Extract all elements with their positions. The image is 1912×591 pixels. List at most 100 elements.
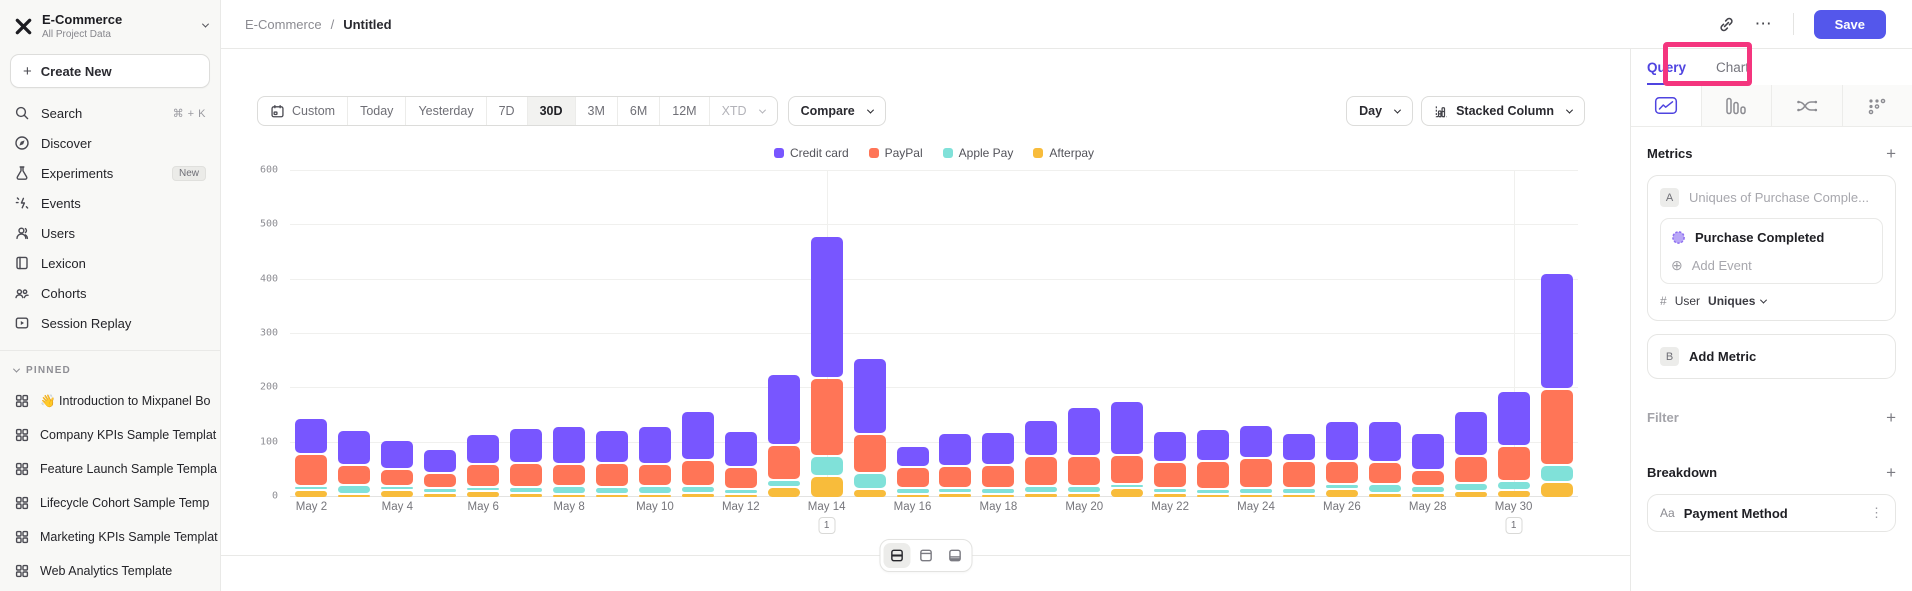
bar-segment-paypal[interactable]: [338, 466, 371, 484]
bar-may-22[interactable]: [1154, 432, 1187, 497]
tab-flows-icon[interactable]: [1771, 85, 1842, 126]
bar-segment-apple-pay[interactable]: [896, 489, 929, 493]
bar-segment-credit-card[interactable]: [1154, 432, 1187, 461]
bar-segment-afterpay[interactable]: [1540, 483, 1573, 497]
bar-segment-apple-pay[interactable]: [1154, 489, 1187, 492]
bar-segment-credit-card[interactable]: [553, 426, 586, 463]
bar-segment-credit-card[interactable]: [424, 449, 457, 472]
bar-segment-paypal[interactable]: [381, 470, 414, 485]
bar-segment-credit-card[interactable]: [1497, 392, 1530, 445]
bar-segment-apple-pay[interactable]: [1411, 487, 1444, 492]
bar-segment-afterpay[interactable]: [853, 490, 886, 497]
more-options-button[interactable]: ⋯: [1754, 14, 1773, 33]
legend-item[interactable]: Afterpay: [1033, 146, 1094, 160]
bar-segment-apple-pay[interactable]: [1540, 466, 1573, 482]
bar-segment-afterpay[interactable]: [1025, 493, 1058, 497]
bar-may-10[interactable]: [638, 426, 671, 497]
sidebar-item-search[interactable]: Search ⌘ + K: [0, 98, 220, 128]
bar-segment-paypal[interactable]: [1325, 462, 1358, 483]
create-new-button[interactable]: + Create New: [10, 54, 210, 88]
granularity-dropdown[interactable]: Day: [1346, 96, 1414, 126]
bar-segment-afterpay[interactable]: [1454, 491, 1487, 497]
sidebar-item-discover[interactable]: Discover: [0, 128, 220, 158]
bar-may-21[interactable]: [1111, 402, 1144, 497]
annotation-badge[interactable]: 1: [1505, 517, 1523, 534]
bar-segment-paypal[interactable]: [853, 434, 886, 473]
sidebar-item-events[interactable]: Events: [0, 188, 220, 218]
bar-may-13[interactable]: [767, 374, 800, 497]
bar-segment-afterpay[interactable]: [638, 494, 671, 497]
bar-segment-paypal[interactable]: [939, 467, 972, 488]
bar-segment-apple-pay[interactable]: [1454, 483, 1487, 490]
pinned-board-item[interactable]: Marketing KPIs Sample Templat: [0, 520, 220, 554]
bar-segment-paypal[interactable]: [810, 378, 843, 455]
annotation-badge[interactable]: 1: [818, 517, 836, 534]
bar-segment-apple-pay[interactable]: [1240, 489, 1272, 493]
bar-segment-apple-pay[interactable]: [295, 486, 328, 490]
bar-may-19[interactable]: [1025, 421, 1058, 497]
sidebar-item-users[interactable]: Users: [0, 218, 220, 248]
metric-name-placeholder[interactable]: Uniques of Purchase Comple...: [1689, 190, 1869, 205]
bar-may-20[interactable]: [1068, 408, 1101, 497]
bar-segment-paypal[interactable]: [467, 465, 500, 486]
date-range-custom[interactable]: Custom: [258, 97, 349, 125]
bar-segment-apple-pay[interactable]: [510, 488, 543, 492]
bar-segment-afterpay[interactable]: [896, 494, 929, 497]
aggregation-row[interactable]: # User Uniques: [1660, 294, 1883, 308]
bar-segment-credit-card[interactable]: [295, 419, 328, 454]
bar-segment-credit-card[interactable]: [596, 430, 628, 463]
bar-segment-paypal[interactable]: [1540, 390, 1573, 465]
bar-may-11[interactable]: [681, 412, 714, 497]
sidebar-item-cohorts[interactable]: Cohorts: [0, 278, 220, 308]
bar-segment-afterpay[interactable]: [1111, 489, 1144, 497]
bar-segment-apple-pay[interactable]: [1025, 487, 1058, 492]
bar-segment-paypal[interactable]: [1111, 456, 1144, 483]
bar-segment-paypal[interactable]: [767, 446, 800, 480]
bar-segment-apple-pay[interactable]: [638, 487, 671, 493]
bar-segment-apple-pay[interactable]: [1197, 490, 1230, 493]
bar-segment-apple-pay[interactable]: [681, 487, 714, 492]
bar-may-30[interactable]: [1497, 392, 1530, 497]
bar-segment-apple-pay[interactable]: [1068, 487, 1101, 492]
bar-segment-paypal[interactable]: [510, 463, 543, 487]
sidebar-item-session-replay[interactable]: Session Replay: [0, 308, 220, 338]
bar-segment-afterpay[interactable]: [424, 493, 457, 497]
bar-segment-credit-card[interactable]: [1240, 425, 1272, 458]
bar-segment-credit-card[interactable]: [1411, 434, 1444, 469]
add-metric-plus-button[interactable]: +: [1886, 144, 1896, 163]
pinned-board-item[interactable]: Feature Launch Sample Templa: [0, 452, 220, 486]
bar-segment-afterpay[interactable]: [1497, 491, 1530, 497]
bar-segment-apple-pay[interactable]: [853, 474, 886, 489]
bar-segment-apple-pay[interactable]: [1282, 489, 1315, 493]
pinned-board-item[interactable]: 👋 Introduction to Mixpanel Bo: [0, 384, 220, 418]
bar-segment-credit-card[interactable]: [1325, 421, 1358, 461]
pinned-board-item[interactable]: Lifecycle Cohort Sample Temp: [0, 486, 220, 520]
bar-segment-credit-card[interactable]: [381, 441, 414, 469]
chart-type-dropdown[interactable]: Stacked Column: [1421, 96, 1585, 126]
date-range-7d[interactable]: 7D: [487, 97, 528, 125]
bar-segment-afterpay[interactable]: [338, 494, 371, 497]
bar-segment-apple-pay[interactable]: [338, 485, 371, 493]
bar-segment-credit-card[interactable]: [853, 358, 886, 433]
bar-segment-afterpay[interactable]: [1411, 493, 1444, 497]
bar-segment-afterpay[interactable]: [767, 487, 800, 497]
bar-segment-paypal[interactable]: [1240, 459, 1272, 488]
bar-segment-afterpay[interactable]: [982, 494, 1015, 497]
bar-segment-paypal[interactable]: [295, 455, 328, 485]
bar-segment-credit-card[interactable]: [1025, 421, 1058, 456]
date-range-today[interactable]: Today: [348, 97, 407, 125]
bar-may-14[interactable]: [810, 236, 843, 497]
bar-segment-paypal[interactable]: [982, 466, 1015, 488]
compare-button[interactable]: Compare: [787, 96, 886, 126]
bar-segment-afterpay[interactable]: [553, 494, 586, 497]
bar-segment-credit-card[interactable]: [338, 430, 371, 465]
breadcrumb-page[interactable]: Untitled: [343, 16, 392, 32]
bar-segment-credit-card[interactable]: [638, 426, 671, 463]
date-range-xtd[interactable]: XTD: [710, 97, 777, 125]
metric-card-b[interactable]: B Add Metric: [1647, 334, 1896, 379]
bar-segment-credit-card[interactable]: [939, 433, 972, 466]
bar-segment-afterpay[interactable]: [1368, 493, 1401, 497]
bar-segment-credit-card[interactable]: [510, 428, 543, 462]
breadcrumb-project[interactable]: E-Commerce: [245, 16, 322, 32]
tab-funnels-icon[interactable]: [1700, 85, 1771, 126]
